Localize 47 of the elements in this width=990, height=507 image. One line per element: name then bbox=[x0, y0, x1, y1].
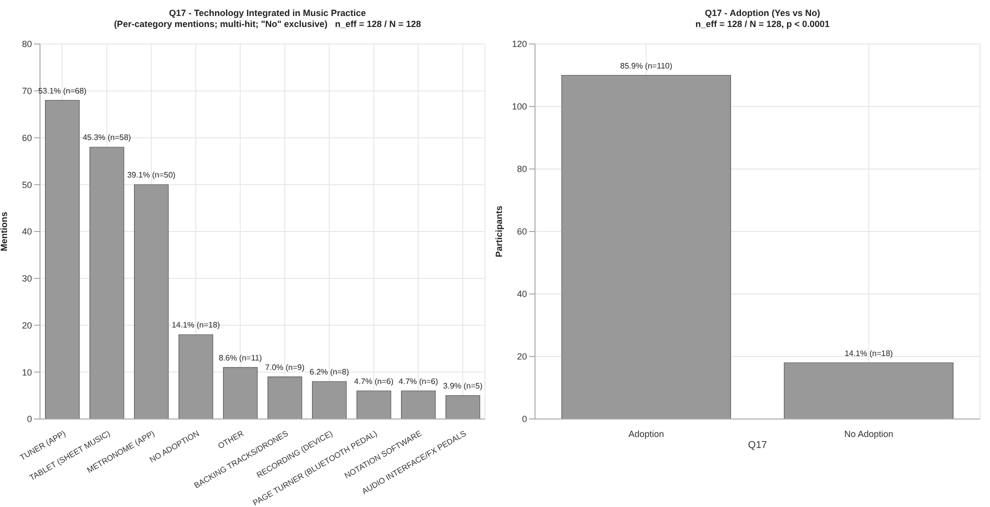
x-axis-title: Q17 bbox=[748, 440, 768, 452]
bar bbox=[178, 334, 214, 419]
data-label: 4.7% (n=6) bbox=[354, 376, 394, 386]
y-tick-label: 50 bbox=[22, 180, 32, 190]
bar bbox=[268, 376, 302, 419]
chart-subtitle: (Per-category mentions; multi-hit; "No" exclusive) n_eff = 128 / N = 128 bbox=[112, 19, 422, 30]
y-tick-label: 10 bbox=[22, 367, 32, 378]
data-label: 45.3% (n=58) bbox=[82, 133, 132, 142]
y-tick-label: 0 bbox=[522, 414, 527, 424]
y-tick-label: 120 bbox=[512, 39, 527, 50]
y-axis-title: Participants bbox=[494, 206, 504, 258]
y-tick-label: 0 bbox=[26, 414, 32, 424]
data-label: 3.9% (n=5) bbox=[443, 382, 483, 391]
data-label: 8.6% (n=11) bbox=[218, 353, 262, 362]
y-tick-label: 40 bbox=[22, 226, 32, 237]
data-label: 7.0% (n=9) bbox=[265, 362, 305, 372]
y-tick-label: 40 bbox=[516, 289, 527, 300]
bar bbox=[401, 390, 436, 419]
y-tick-label: 100 bbox=[512, 102, 527, 112]
y-tick-label: 80 bbox=[22, 39, 32, 50]
x-tick-label: Adoption bbox=[628, 429, 664, 439]
bar bbox=[134, 184, 169, 419]
y-tick-label: 20 bbox=[22, 320, 32, 330]
chart-title: Q17 - Technology Integrated in Music Practice bbox=[168, 8, 367, 19]
y-axis-title: Mentions bbox=[0, 212, 10, 252]
data-label: 4.7% (n=6) bbox=[398, 376, 438, 386]
bar bbox=[446, 395, 480, 419]
data-label: 39.1% (n=50) bbox=[127, 170, 176, 180]
bar bbox=[90, 146, 124, 419]
y-tick-label: 70 bbox=[22, 86, 32, 96]
chart-subtitle: n_eff = 128 / N = 128, p < 0.0001 bbox=[694, 19, 831, 30]
y-tick-label: 80 bbox=[516, 164, 527, 174]
x-tick-label: No Adoption bbox=[844, 429, 894, 439]
bar bbox=[223, 367, 258, 419]
y-tick-label: 30 bbox=[22, 274, 32, 284]
y-tick-label: 20 bbox=[516, 352, 527, 362]
data-label: 14.1% (n=18) bbox=[172, 320, 220, 330]
data-label: 85.9% (n=110) bbox=[620, 61, 673, 70]
y-tick-label: 60 bbox=[516, 226, 527, 237]
y-tick-label: 60 bbox=[22, 132, 32, 143]
bar bbox=[45, 100, 80, 419]
bar bbox=[356, 390, 392, 419]
bar bbox=[312, 381, 347, 419]
chart-title: Q17 - Adoption (Yes vs No) bbox=[704, 8, 822, 19]
data-label: 6.2% (n=8) bbox=[310, 368, 350, 376]
data-label: 53.1% (n=68) bbox=[38, 86, 87, 96]
data-label: 14.1% (n=18) bbox=[844, 348, 894, 358]
